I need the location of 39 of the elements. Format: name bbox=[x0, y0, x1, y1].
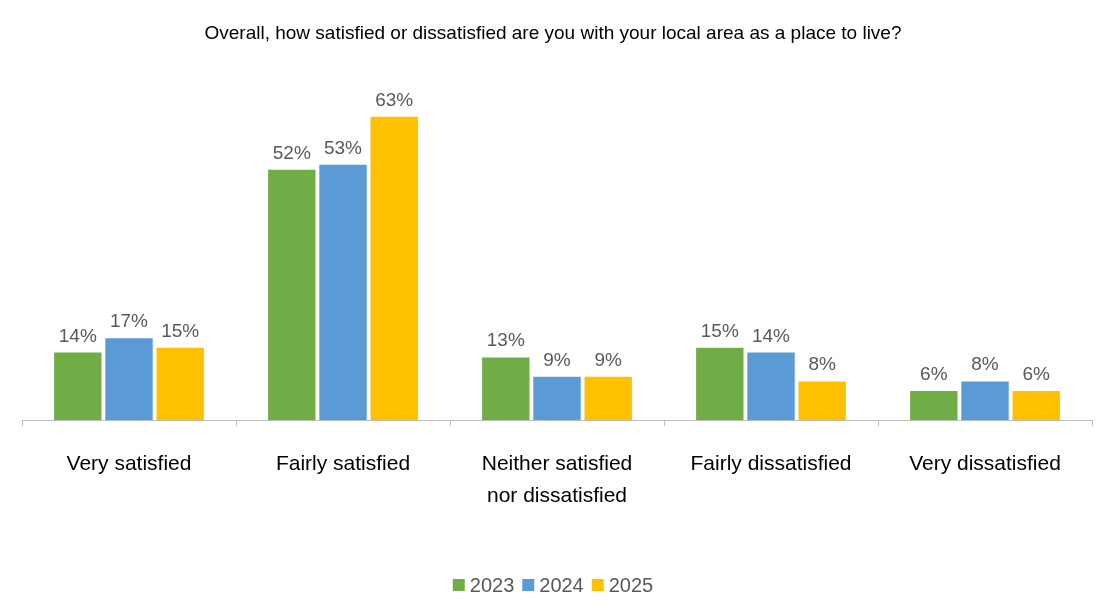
bar bbox=[533, 376, 581, 420]
data-label: 15% bbox=[161, 319, 200, 341]
bar bbox=[370, 116, 418, 420]
data-label: 8% bbox=[971, 353, 999, 375]
bar bbox=[156, 347, 204, 420]
x-tick-label: Very dissatisfied bbox=[909, 450, 1061, 474]
x-tick-label: Fairly satisfied bbox=[275, 450, 411, 474]
bar bbox=[105, 338, 153, 420]
data-label: 14% bbox=[751, 324, 791, 346]
bar bbox=[961, 381, 1009, 420]
x-tick-label: Neither satisfied nor dissatisfied bbox=[481, 450, 633, 506]
bar bbox=[696, 347, 744, 420]
data-label: 6% bbox=[1022, 363, 1051, 385]
bar bbox=[747, 352, 795, 420]
x-tick-label: Fairly dissatisfied bbox=[690, 450, 852, 474]
bar bbox=[268, 169, 316, 420]
data-label: 14% bbox=[58, 324, 97, 346]
data-label: 9% bbox=[543, 348, 571, 370]
data-label: 13% bbox=[486, 329, 525, 351]
data-label: 6% bbox=[920, 363, 948, 385]
legend-label: 2024 bbox=[539, 574, 584, 596]
data-label: 63% bbox=[375, 88, 414, 110]
data-label: 17% bbox=[109, 310, 149, 332]
legend-label: 2025 bbox=[608, 574, 654, 596]
bar bbox=[910, 391, 958, 420]
bar bbox=[54, 352, 102, 420]
bar bbox=[584, 376, 632, 420]
data-label: 53% bbox=[323, 136, 363, 158]
data-label: 9% bbox=[594, 348, 623, 370]
data-label: 15% bbox=[700, 319, 739, 341]
legend-label: 2023 bbox=[469, 574, 515, 596]
bar bbox=[319, 164, 367, 420]
data-label: 52% bbox=[272, 141, 311, 163]
bar bbox=[1012, 391, 1060, 420]
bar bbox=[482, 357, 530, 420]
chart-title: Overall, how satisfied or dissatisfied are you with your local area as a place to live? bbox=[204, 22, 902, 43]
data-label: 8% bbox=[808, 353, 837, 375]
bar bbox=[798, 381, 846, 420]
x-tick-label: Very satisfied bbox=[66, 450, 192, 474]
